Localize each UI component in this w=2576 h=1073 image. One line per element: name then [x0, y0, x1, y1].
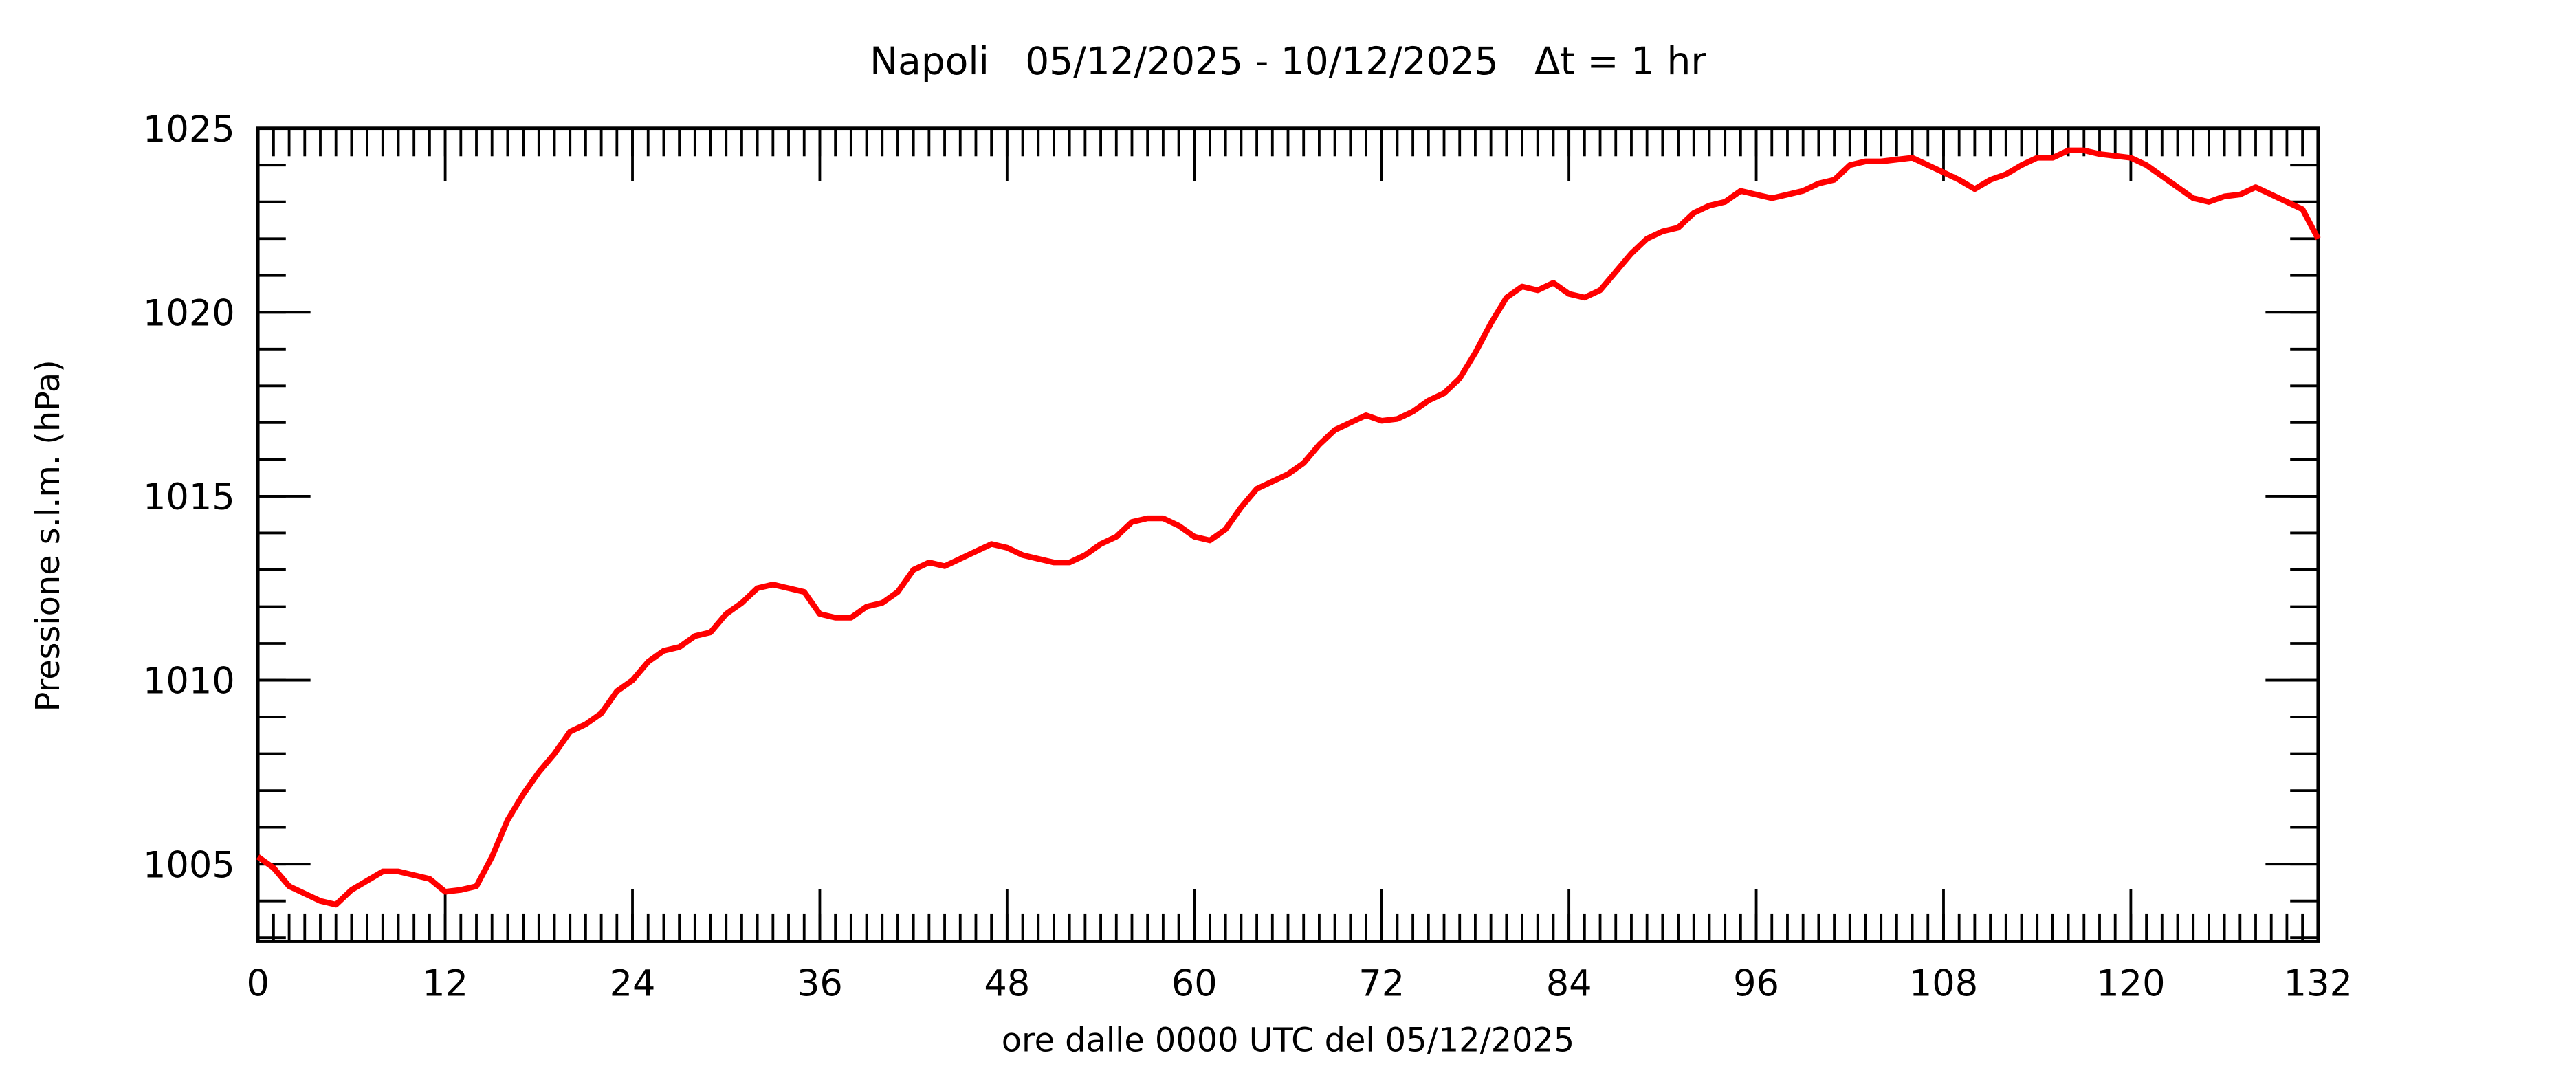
y-tick-label: 1015: [143, 476, 235, 518]
x-tick-label: 120: [2096, 962, 2165, 1004]
y-axis-label: Pressione s.l.m. (hPa): [30, 359, 67, 711]
x-tick-label: 12: [422, 962, 468, 1004]
x-tick-label: 0: [246, 962, 269, 1004]
chart-title: Napoli 05/12/2025 - 10/12/2025 Δt = 1 hr: [870, 39, 1706, 83]
x-tick-label: 48: [984, 962, 1030, 1004]
data-line: [256, 147, 2321, 908]
x-tick-label: 60: [1171, 962, 1218, 1004]
x-tick-label: 132: [2284, 962, 2353, 1004]
x-tick-label: 72: [1358, 962, 1405, 1004]
y-tick-label: 1010: [143, 661, 235, 703]
x-tick-label: 36: [797, 962, 843, 1004]
y-tick-label: 1020: [143, 292, 235, 334]
y-tick-label: 1025: [143, 109, 235, 151]
plot-frame: [256, 126, 2320, 943]
x-tick-label: 96: [1733, 962, 1779, 1004]
x-tick-label: 108: [1909, 962, 1978, 1004]
x-tick-label: 24: [610, 962, 656, 1004]
x-tick-label: 84: [1546, 962, 1592, 1004]
y-tick-label: 1005: [143, 844, 235, 886]
x-axis-label: ore dalle 0000 UTC del 05/12/2025: [1002, 1022, 1574, 1060]
